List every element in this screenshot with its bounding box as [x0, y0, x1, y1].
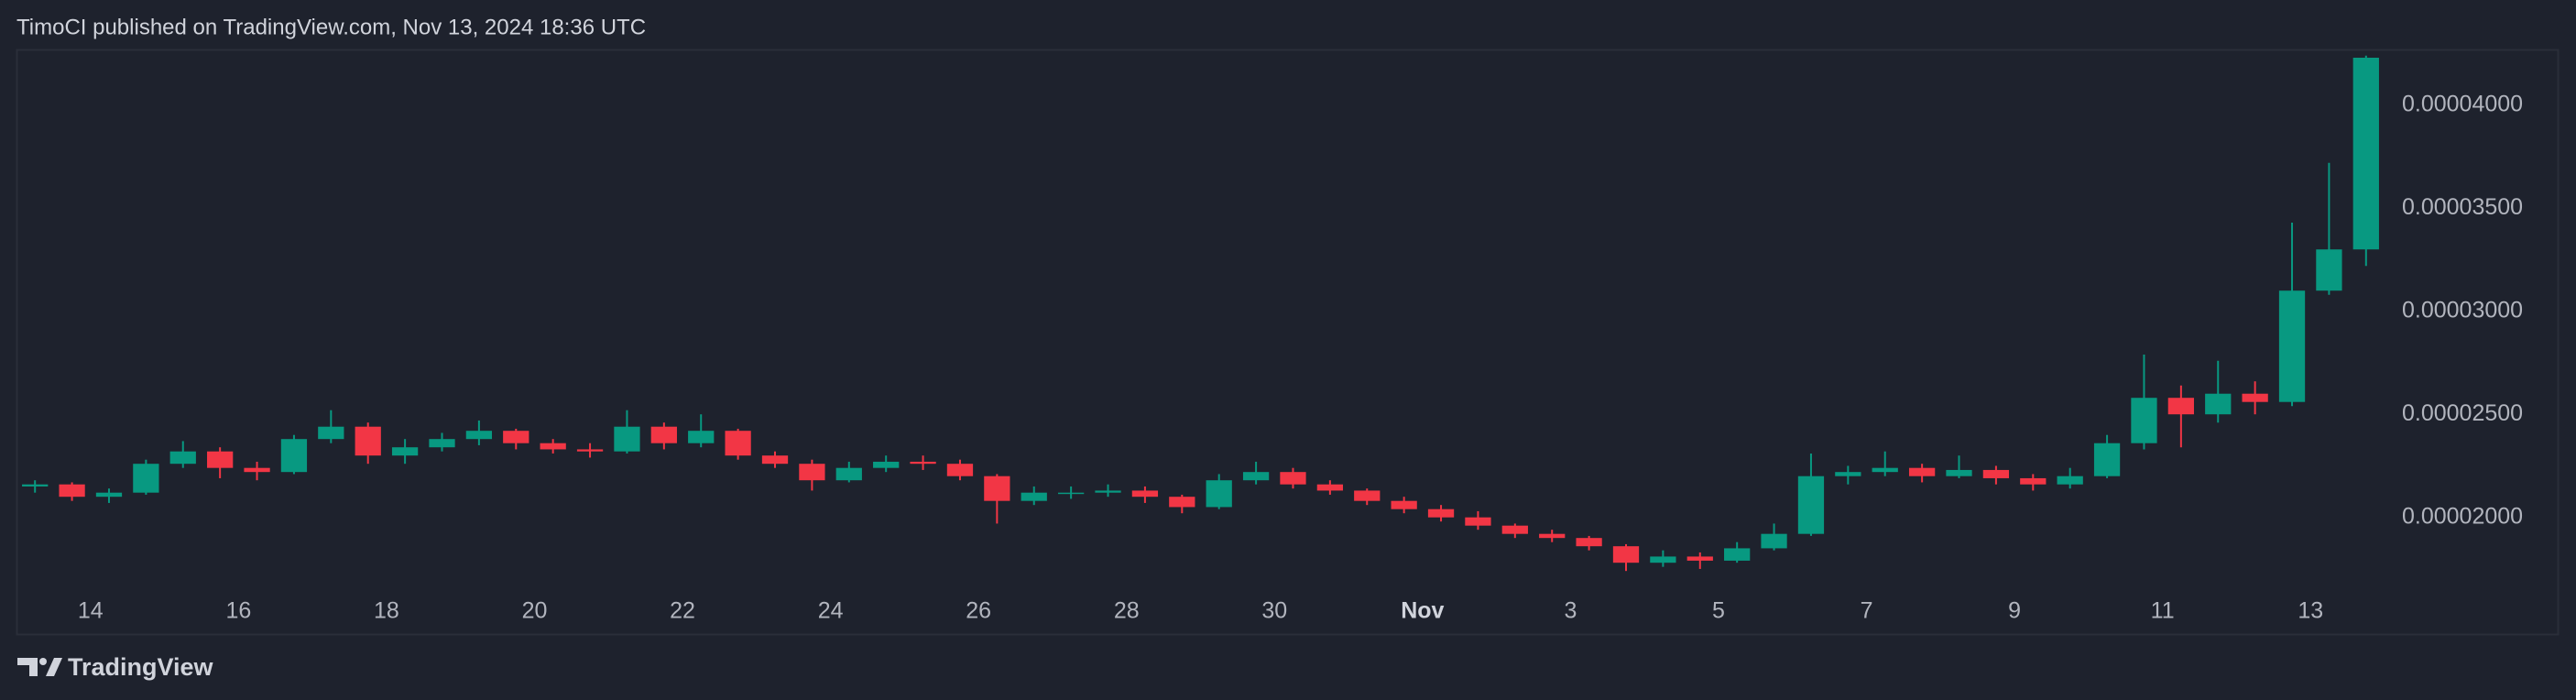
candle-body [2205, 393, 2232, 415]
candle-body [1354, 490, 1381, 501]
candle-body [22, 484, 49, 487]
candle-body [725, 431, 751, 456]
candle-body [465, 431, 493, 440]
y-tick-label: 0.00003000 [2402, 297, 2523, 323]
candle-body [59, 484, 85, 498]
candle-body [2020, 477, 2047, 485]
candle-body [614, 426, 640, 452]
candle-body [1131, 490, 1159, 498]
candle-body [835, 467, 862, 481]
candle-body [540, 443, 566, 450]
candle-body [1612, 546, 1640, 563]
logo-part [39, 658, 47, 665]
candle-body [318, 426, 344, 440]
y-tick-label: 0.00002500 [2402, 400, 2523, 426]
candle-body [1206, 480, 1232, 508]
candle-body [1539, 533, 1566, 539]
y-tick-label: 0.00003500 [2402, 194, 2523, 220]
candle-body [1280, 472, 1306, 485]
candle-body [576, 449, 604, 452]
publisher-header: TimoCI published on TradingView.com, Nov… [16, 15, 646, 39]
x-tick-label: 13 [2298, 598, 2323, 624]
candle-body [946, 464, 974, 476]
candle-body [1021, 492, 1047, 501]
candle-body [1761, 533, 1787, 549]
x-tick-label: 16 [225, 598, 251, 624]
x-tick-label: 9 [2008, 598, 2021, 624]
candle-body [244, 467, 270, 473]
x-tick-label: 28 [1114, 598, 1140, 624]
brand-logo [17, 658, 62, 676]
y-tick-label: 0.00004000 [2402, 91, 2523, 116]
candle-body [1908, 467, 1936, 476]
candle-body [2057, 476, 2083, 485]
candle-body [1872, 467, 1898, 473]
candle-body [95, 492, 123, 498]
y-tick-label: 0.00002000 [2402, 503, 2523, 529]
pane-border [16, 49, 2560, 636]
candle-body [1835, 472, 1861, 476]
brand-name: TradingView [68, 653, 214, 681]
candle-body [1982, 469, 2010, 478]
x-tick-label: 24 [818, 598, 844, 624]
candle-body [1946, 469, 1972, 476]
candle-body [133, 464, 159, 493]
candle-body [280, 439, 308, 473]
x-tick-label: 20 [522, 598, 548, 624]
candle-body [1242, 472, 1270, 481]
candle-body [355, 426, 381, 456]
candle-body [503, 431, 529, 443]
candle-body [2242, 393, 2268, 402]
candle-body [1797, 476, 1825, 534]
candle-body [1095, 490, 1121, 493]
x-tick-label: 3 [1564, 598, 1577, 624]
x-tick-label: 7 [1861, 598, 1873, 624]
x-tick-label: 5 [1712, 598, 1725, 624]
candle-body [1576, 538, 1602, 547]
logo-part [46, 658, 62, 676]
candle-body [984, 476, 1010, 501]
candle-body [1316, 484, 1344, 491]
candle-body [1465, 517, 1491, 526]
candle-body [2167, 398, 2194, 415]
candle-body [207, 451, 234, 468]
x-tick-label: 11 [2151, 598, 2175, 624]
candle-body [391, 447, 419, 456]
x-tick-label: 14 [78, 598, 104, 624]
x-tick-label: 18 [374, 598, 399, 624]
candle-body [1650, 556, 1676, 563]
candle-body [2278, 290, 2306, 402]
candle-body [2131, 398, 2157, 443]
candle-body [1169, 497, 1195, 508]
candle-body [1057, 492, 1085, 495]
x-tick-label: 30 [1261, 598, 1287, 624]
logo-part [17, 658, 38, 676]
candle-body [873, 461, 900, 468]
x-tick-label: 26 [966, 598, 991, 624]
x-tick-label: 22 [670, 598, 695, 624]
candle-body [1427, 509, 1455, 518]
candle-body [1501, 525, 1528, 534]
candle-body [169, 451, 196, 465]
candle-body [650, 426, 677, 443]
x-tick-label: Nov [1401, 598, 1444, 624]
candle-body [761, 455, 789, 465]
candle-body [688, 431, 715, 443]
candle-body [1391, 500, 1417, 509]
candle-body [910, 461, 936, 465]
candle-body [799, 464, 825, 481]
candle-body [1686, 556, 1713, 561]
candle-body [1724, 548, 1751, 561]
candle-body [2093, 443, 2121, 476]
candle-body [2316, 249, 2342, 291]
candle-body [429, 439, 455, 448]
candle-body [2352, 57, 2379, 250]
